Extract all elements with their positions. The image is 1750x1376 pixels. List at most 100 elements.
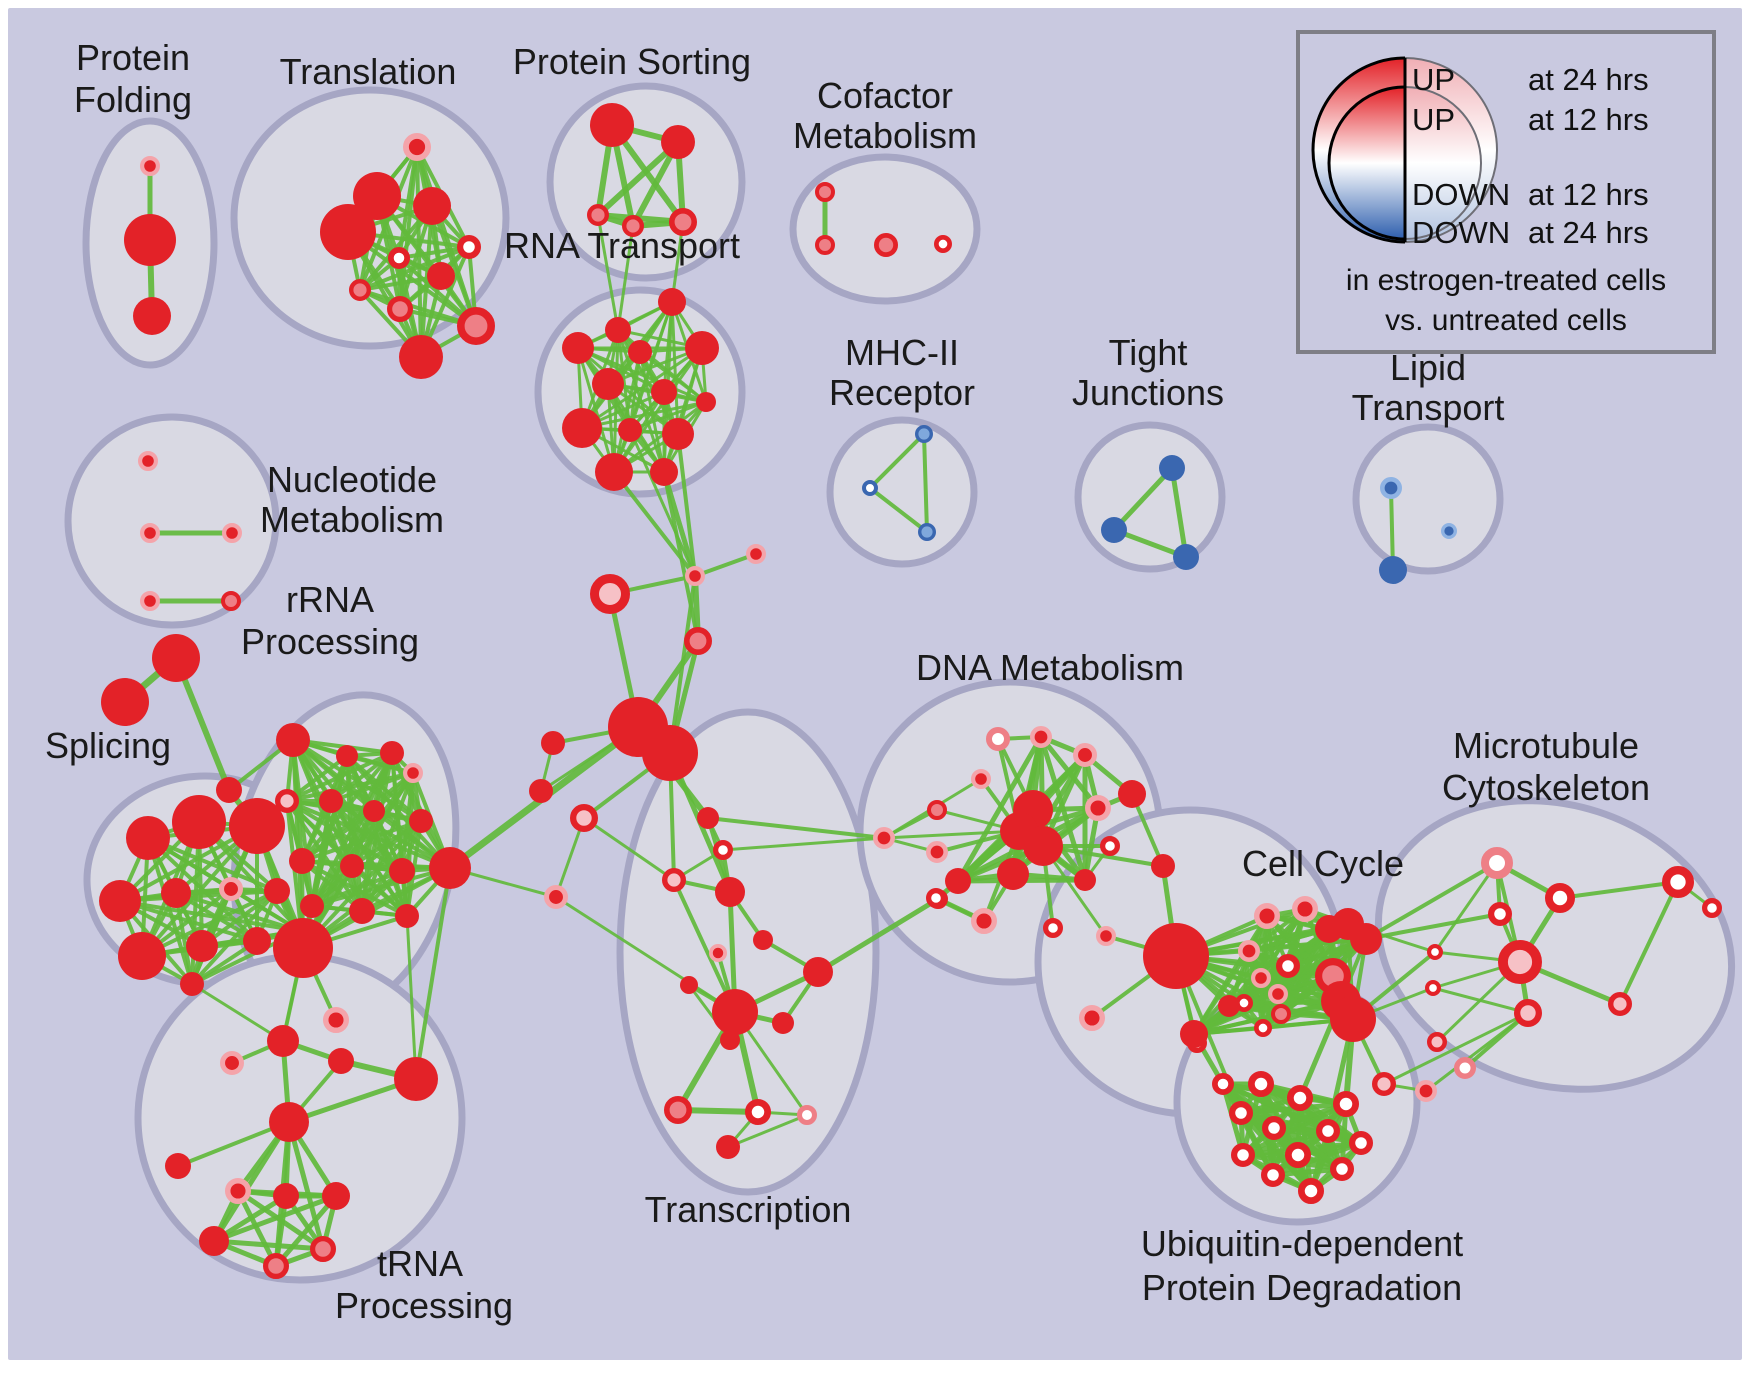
node-tr5: [753, 930, 773, 950]
node-u2: [590, 574, 630, 614]
node-cf1: [815, 182, 835, 202]
node-mt9: [1454, 1057, 1476, 1079]
node-sp4: [99, 880, 141, 922]
node-tr8: [680, 976, 698, 994]
node-cf3: [874, 232, 899, 257]
network-edge: [1431, 986, 1530, 1015]
legend-text: UP: [1412, 102, 1455, 137]
cluster-label-cell-cycle: Cell Cycle: [1242, 843, 1404, 884]
node-mt4: [1426, 944, 1443, 961]
node-tj3: [1173, 544, 1199, 570]
node-cc1: [1143, 923, 1209, 989]
network-edge: [668, 574, 697, 755]
node-mt1: [1481, 847, 1513, 879]
node-t9: [387, 296, 414, 323]
network-edge: [1111, 465, 1175, 533]
node-rr11: [340, 854, 364, 878]
node-tr13: [745, 1099, 772, 1126]
node-cf2: [815, 235, 835, 255]
cluster-label-nucleotide-metabolism: Metabolism: [260, 499, 444, 540]
network-edge: [211, 1238, 326, 1252]
node-cc22: [1180, 1020, 1208, 1048]
network-edge: [676, 432, 697, 578]
legend-text: in estrogen-treated cells: [1346, 264, 1666, 297]
node-t5: [456, 234, 481, 259]
network-edge: [628, 400, 708, 432]
node-tq3: [328, 1048, 354, 1074]
node-tq5: [269, 1102, 309, 1142]
node-ub5: [1261, 1115, 1286, 1140]
cluster-label-protein-sorting: Protein Sorting: [513, 41, 751, 82]
node-t10: [456, 306, 495, 345]
legend-text: at 12 hrs: [1528, 177, 1649, 212]
node-lp3: [1441, 522, 1458, 539]
node-cc6: [1275, 953, 1300, 978]
node-sp12: [180, 972, 204, 996]
node-u4: [683, 626, 712, 655]
network-edge: [1220, 1081, 1276, 1178]
node-pf2: [124, 214, 176, 266]
node-d15: [1151, 854, 1175, 878]
cluster-label-rna-transport: RNA Transport: [504, 225, 740, 266]
node-tq11: [310, 1235, 337, 1262]
node-t3: [413, 187, 451, 225]
node-cc12: [1267, 983, 1288, 1004]
node-layer: [99, 103, 1722, 1279]
network-edge: [285, 751, 394, 803]
node-tq9: [322, 1182, 350, 1210]
node-d17: [970, 907, 997, 934]
network-edge: [1220, 1081, 1349, 1107]
network-edge: [672, 878, 737, 1014]
legend-text: vs. untreated cells: [1385, 304, 1627, 337]
network-edge: [706, 816, 886, 840]
node-rr1: [273, 918, 333, 978]
cluster-label-translation: Translation: [280, 51, 457, 92]
node-rt1: [605, 317, 631, 343]
node-lp1: [1380, 476, 1403, 499]
node-nu1: [138, 451, 159, 472]
node-rr6: [275, 789, 300, 814]
node-t11: [399, 335, 443, 379]
node-v1: [544, 885, 569, 910]
node-ps1: [590, 103, 634, 147]
network-edge: [1192, 907, 1307, 1036]
network-edge: [612, 400, 708, 474]
legend-text: at 24 hrs: [1528, 215, 1649, 250]
network-edge: [286, 1076, 419, 1125]
node-mt3: [1487, 901, 1512, 926]
node-d3: [1073, 743, 1098, 768]
node-rt13: [696, 392, 716, 412]
node-t7: [427, 262, 455, 290]
node-cc11: [1250, 967, 1271, 988]
node-t4: [320, 204, 376, 260]
network-edge: [882, 829, 1021, 840]
cluster-label-cofactor-metabolism: Metabolism: [793, 115, 977, 156]
cluster-lipid-transport: [1352, 423, 1504, 575]
cluster-label-cofactor-metabolism: Cofactor: [817, 75, 953, 116]
node-sp6: [219, 877, 244, 902]
node-ub11: [1260, 1162, 1285, 1187]
network-edge: [174, 891, 194, 986]
node-tq12: [263, 1252, 290, 1279]
cluster-label-mhc-ii-receptor: MHC-II: [845, 332, 959, 373]
node-rt6: [592, 368, 624, 400]
network-edge: [1364, 861, 1499, 941]
node-tr12: [663, 1096, 692, 1125]
node-ps5: [668, 208, 697, 237]
network-edge: [1618, 880, 1680, 1006]
node-mt8: [1607, 992, 1632, 1017]
cluster-label-dna-metabolism: DNA Metabolism: [916, 647, 1184, 688]
node-d16: [925, 887, 946, 908]
node-d13: [997, 858, 1029, 890]
network-edge: [211, 1119, 292, 1244]
node-d18: [1042, 917, 1063, 938]
node-tq8: [273, 1183, 299, 1209]
network-edge: [1169, 465, 1189, 560]
node-tr10: [772, 1012, 794, 1034]
node-d2: [1030, 725, 1053, 748]
network-edge: [273, 1193, 339, 1269]
legend-ring-12h-saturated: [1327, 85, 1405, 241]
network-edge: [300, 809, 376, 863]
node-tj1: [1159, 455, 1185, 481]
